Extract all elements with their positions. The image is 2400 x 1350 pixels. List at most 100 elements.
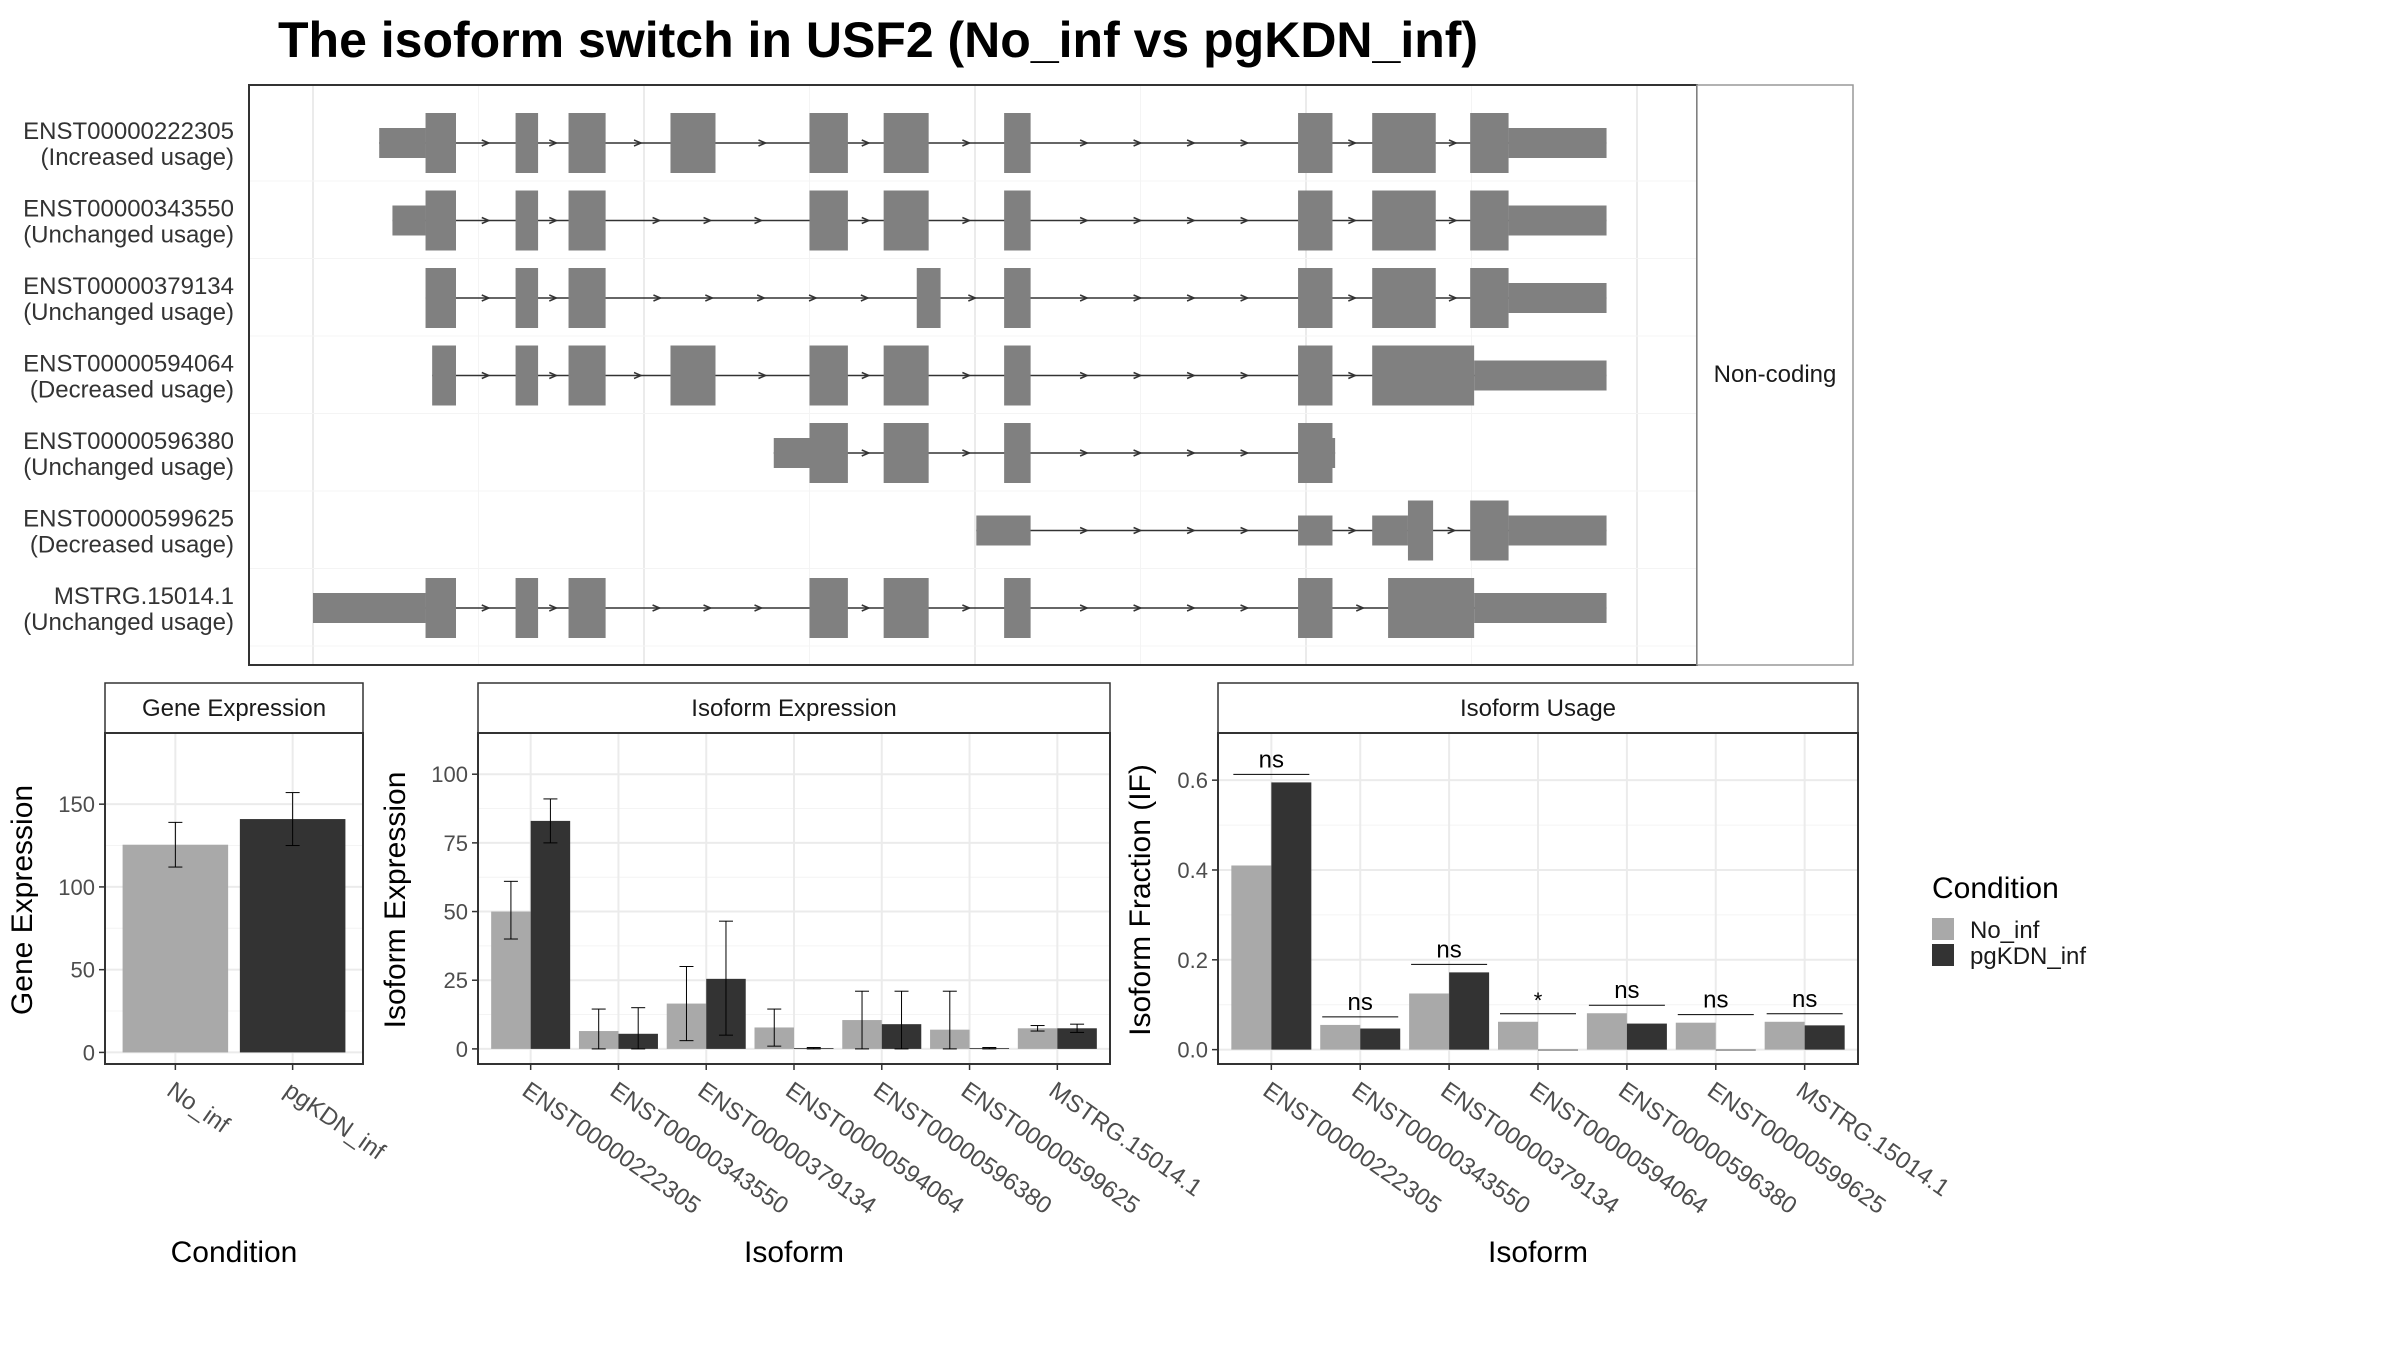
transcript-usage-label: (Unchanged usage) xyxy=(23,299,234,326)
coding-exon xyxy=(1298,423,1332,483)
bar xyxy=(1449,972,1489,1049)
coding-exon xyxy=(1004,268,1030,328)
transcript-usage-label: (Unchanged usage) xyxy=(23,222,234,249)
coding-exon xyxy=(884,113,929,173)
coding-exon xyxy=(569,113,606,173)
bar xyxy=(240,819,346,1052)
isoform-usage-strip-title: Isoform Usage xyxy=(1460,695,1616,722)
coding-exon xyxy=(569,346,606,406)
x-tick-label: pgKDN_inf xyxy=(279,1077,390,1166)
utr-exon xyxy=(1372,516,1408,546)
utr-exon xyxy=(1509,206,1607,236)
coding-exon xyxy=(810,113,848,173)
significance-label: ns xyxy=(1703,987,1728,1014)
coding-exon xyxy=(1372,113,1436,173)
utr-exon xyxy=(1298,516,1332,546)
bar xyxy=(1360,1029,1400,1050)
coding-exon xyxy=(810,578,848,638)
utr-exon xyxy=(392,206,425,236)
transcript-id-label: ENST00000222305 xyxy=(23,118,234,145)
transcript-id-label: ENST00000343550 xyxy=(23,196,234,223)
coding-exon xyxy=(426,113,456,173)
bar xyxy=(1271,782,1311,1049)
gene-expression-y-axis-title: Gene Expression xyxy=(6,785,39,1015)
coding-exon xyxy=(884,423,929,483)
coding-exon xyxy=(1470,113,1508,173)
coding-exon xyxy=(1408,501,1433,561)
y-tick-label: 50 xyxy=(71,958,95,983)
coding-exon xyxy=(1470,191,1508,251)
coding-exon xyxy=(670,113,715,173)
coding-exon xyxy=(516,578,539,638)
bar xyxy=(1587,1013,1627,1049)
y-tick-label: 50 xyxy=(444,900,468,925)
isoform-usage-y-axis-title: Isoform Fraction (IF) xyxy=(1124,764,1157,1036)
coding-exon xyxy=(1298,113,1332,173)
gene-expression-x-axis-title: Condition xyxy=(171,1236,298,1269)
utr-exon xyxy=(1332,438,1335,468)
bar xyxy=(1805,1025,1845,1049)
coding-exon xyxy=(1004,578,1030,638)
isoform-expression-y-axis-title: Isoform Expression xyxy=(379,772,412,1029)
coding-exon xyxy=(516,268,539,328)
coding-exon xyxy=(426,578,456,638)
utr-exon xyxy=(1474,361,1606,391)
transcript-id-label: ENST00000596380 xyxy=(23,428,234,455)
bar xyxy=(1765,1022,1805,1050)
significance-label: * xyxy=(1534,988,1543,1013)
coding-exon xyxy=(1388,578,1474,638)
facet-strip-label: Non-coding xyxy=(1714,361,1837,388)
coding-exon xyxy=(884,191,929,251)
y-tick-label: 25 xyxy=(444,968,468,993)
significance-label: ns xyxy=(1614,977,1639,1004)
coding-exon xyxy=(516,191,539,251)
transcript-usage-label: (Unchanged usage) xyxy=(23,609,234,636)
legend: Condition No_inf pgKDN_inf xyxy=(1932,872,2086,970)
coding-exon xyxy=(1298,191,1332,251)
significance-label: ns xyxy=(1792,986,1817,1013)
coding-exon xyxy=(1470,268,1508,328)
coding-exon xyxy=(810,191,848,251)
bar xyxy=(531,821,571,1049)
coding-exon xyxy=(1004,113,1030,173)
gene-expression-panel: Gene Expression Gene Expression Conditio… xyxy=(6,683,390,1269)
bar xyxy=(1320,1025,1360,1050)
isoform-expression-strip-title: Isoform Expression xyxy=(691,695,896,722)
isoform-switch-figure: The isoform switch in USF2 (No_inf vs pg… xyxy=(0,0,2400,1350)
coding-exon xyxy=(516,113,539,173)
coding-exon xyxy=(810,346,848,406)
transcript-id-label: ENST00000594064 xyxy=(23,351,234,378)
transcript-usage-label: (Unchanged usage) xyxy=(23,454,234,481)
transcript-id-label: ENST00000379134 xyxy=(23,273,234,300)
transcript-id-label: ENST00000599625 xyxy=(23,506,234,533)
utr-exon xyxy=(976,516,1030,546)
bar xyxy=(1676,1023,1716,1050)
x-tick-label: No_inf xyxy=(162,1077,235,1139)
coding-exon xyxy=(1372,268,1436,328)
transcript-ENST00000379134 xyxy=(426,268,1607,328)
significance-label: ns xyxy=(1348,989,1373,1016)
utr-exon xyxy=(313,593,426,623)
utr-exon xyxy=(774,438,810,468)
significance-label: ns xyxy=(1259,746,1284,773)
x-tick-label: MSTRG.15014.1 xyxy=(1791,1077,1954,1202)
transcript-usage-label: (Decreased usage) xyxy=(30,532,234,559)
coding-exon xyxy=(432,346,456,406)
coding-exon xyxy=(569,578,606,638)
gene-expression-strip-title: Gene Expression xyxy=(142,695,326,722)
isoform-usage-x-axis-title: Isoform xyxy=(1488,1236,1588,1269)
gene-structure-panel: Non-coding ENST00000222305(Increased usa… xyxy=(23,85,1853,665)
utr-exon xyxy=(379,128,425,158)
coding-exon xyxy=(1004,191,1030,251)
bar xyxy=(123,845,229,1053)
coding-exon xyxy=(516,346,539,406)
y-tick-label: 0 xyxy=(456,1037,468,1062)
bar xyxy=(1498,1022,1538,1050)
legend-label-no-inf: No_inf xyxy=(1970,917,2040,944)
utr-exon xyxy=(1509,516,1607,546)
coding-exon xyxy=(1004,346,1030,406)
isoform-expression-panel: Isoform Expression Isoform Expression Is… xyxy=(379,683,1207,1269)
y-tick-label: 0 xyxy=(83,1040,95,1065)
coding-exon xyxy=(884,578,929,638)
significance-label: ns xyxy=(1436,936,1461,963)
